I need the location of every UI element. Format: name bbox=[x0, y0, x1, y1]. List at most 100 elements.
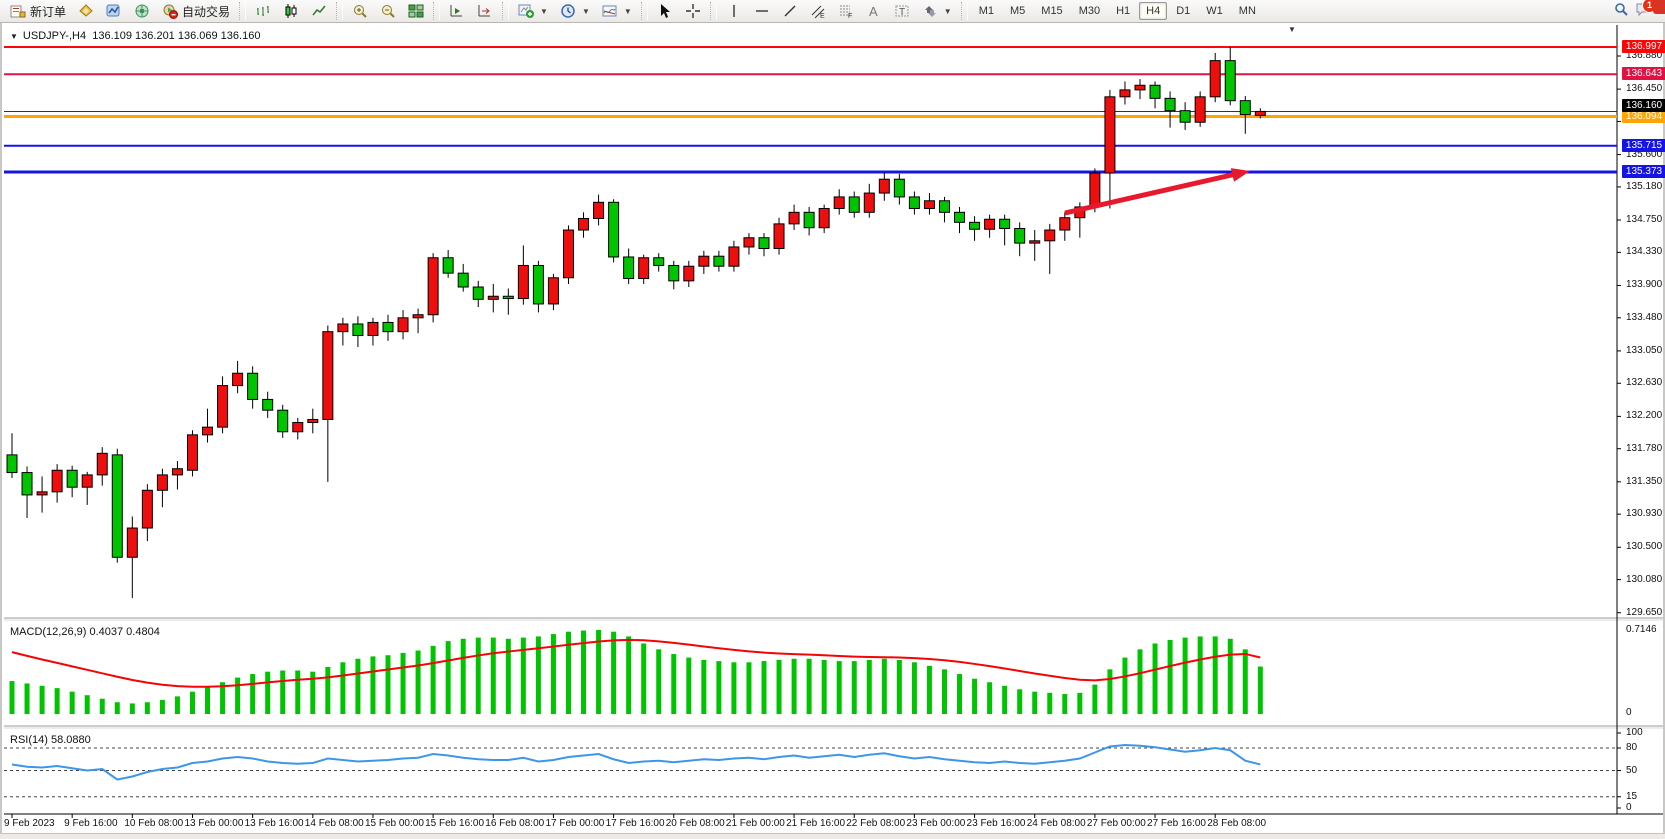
macd-histogram-bar bbox=[746, 662, 752, 714]
macd-histogram-bar bbox=[701, 659, 707, 714]
timeframe-button-d1[interactable]: D1 bbox=[1176, 5, 1191, 17]
zoom-out-button[interactable] bbox=[374, 0, 402, 22]
candle-body bbox=[984, 218, 996, 230]
rsi-tick-label: 0 bbox=[1626, 802, 1632, 813]
candle-body bbox=[848, 196, 860, 213]
text-label-button[interactable]: T bbox=[888, 0, 916, 22]
time-axis-label: 27 Feb 16:00 bbox=[1147, 818, 1206, 829]
annotation-arrow[interactable] bbox=[1064, 171, 1237, 216]
arrows-button[interactable]: ▼ bbox=[916, 0, 958, 22]
candle-body bbox=[818, 207, 830, 229]
macd-histogram-bar bbox=[205, 686, 211, 714]
window-close-button[interactable] bbox=[1653, 0, 1665, 14]
price-level-badge: 136.643 bbox=[1622, 67, 1665, 81]
auto-scroll-button[interactable] bbox=[443, 0, 471, 22]
zoom-in-button[interactable] bbox=[346, 0, 374, 22]
macd-histogram-bar bbox=[460, 638, 466, 714]
collapse-triangle-icon[interactable]: ▼ bbox=[10, 32, 18, 41]
timeframe-button-w1[interactable]: W1 bbox=[1206, 5, 1223, 17]
candle-body bbox=[232, 372, 244, 387]
candle-body bbox=[878, 178, 890, 194]
timeframe-button-h4[interactable]: H4 bbox=[1139, 2, 1168, 20]
timeframe-button-mn[interactable]: MN bbox=[1238, 5, 1256, 17]
candle-body bbox=[1179, 110, 1191, 123]
fibonacci-icon: F bbox=[838, 3, 854, 20]
timeframe-button-h1[interactable]: H1 bbox=[1116, 5, 1131, 17]
candle-body bbox=[728, 246, 740, 267]
trendline-button[interactable] bbox=[776, 0, 804, 22]
candle-body bbox=[608, 201, 620, 258]
timeframe-button-m5[interactable]: M5 bbox=[1010, 5, 1026, 17]
quotes-button[interactable] bbox=[72, 0, 100, 22]
bar-chart-button[interactable] bbox=[249, 0, 277, 22]
arrows-shapes-icon bbox=[922, 3, 938, 19]
chart-shift-marker-icon[interactable]: ▼ bbox=[1288, 25, 1296, 34]
periods-button[interactable]: ▼ bbox=[554, 0, 596, 22]
dropdown-arrow-icon: ▼ bbox=[540, 6, 548, 16]
notifications-icon[interactable]: 1 bbox=[1635, 0, 1657, 17]
rsi-tick-label: 80 bbox=[1626, 742, 1638, 753]
new-chart-button[interactable]: ▼ bbox=[512, 0, 554, 22]
candle-body bbox=[1029, 240, 1041, 244]
timeframe-button-m1[interactable]: M1 bbox=[978, 5, 994, 17]
new-order-label: 新订单 bbox=[30, 4, 67, 19]
candle-body bbox=[1044, 229, 1056, 242]
timeframe-button-m30[interactable]: M30 bbox=[1078, 5, 1101, 17]
autotrading-button[interactable]: 自动交易 bbox=[156, 0, 236, 23]
line-chart-button[interactable] bbox=[305, 0, 333, 22]
timeframe-button-m15[interactable]: M15 bbox=[1041, 5, 1063, 17]
price-tick-label: 130.500 bbox=[1626, 541, 1663, 553]
candle-body bbox=[938, 200, 950, 213]
price-tick-label: 130.930 bbox=[1626, 508, 1663, 520]
text-label-icon: T bbox=[894, 3, 910, 19]
candle-body bbox=[36, 491, 48, 496]
macd-histogram-bar bbox=[1257, 666, 1263, 714]
candlestick-chart-button[interactable] bbox=[277, 0, 305, 22]
macd-histogram-bar bbox=[581, 630, 587, 714]
time-axis-label: 28 Feb 08:00 bbox=[1207, 818, 1267, 829]
macd-histogram-bar bbox=[220, 682, 226, 714]
horizontal-line-button[interactable] bbox=[748, 0, 776, 22]
zoom-in-icon bbox=[352, 3, 368, 19]
navigator-button[interactable] bbox=[128, 0, 156, 22]
candle-body bbox=[472, 286, 484, 300]
new-order-button[interactable]: 新订单 bbox=[4, 0, 72, 23]
time-axis-label: 14 Feb 08:00 bbox=[304, 818, 364, 829]
candle-body bbox=[788, 211, 800, 225]
crosshair-button[interactable] bbox=[679, 0, 707, 22]
macd-histogram-bar bbox=[400, 652, 406, 714]
search-icon[interactable] bbox=[1613, 1, 1629, 17]
time-axis-label: 24 Feb 08:00 bbox=[1026, 818, 1086, 829]
svg-text:A: A bbox=[869, 4, 878, 19]
auto-scroll-icon bbox=[449, 3, 465, 19]
cursor-button[interactable] bbox=[651, 0, 679, 22]
macd-histogram-bar bbox=[475, 637, 481, 714]
toolbar-separator bbox=[640, 2, 648, 20]
fibonacci-button[interactable]: F bbox=[832, 0, 860, 22]
macd-histogram-bar bbox=[1137, 649, 1143, 714]
macd-histogram-bar bbox=[280, 670, 286, 714]
macd-histogram-bar bbox=[1077, 692, 1083, 714]
macd-histogram-bar bbox=[39, 685, 45, 714]
candle-body bbox=[908, 196, 920, 209]
time-axis-label: 22 Feb 08:00 bbox=[846, 818, 906, 829]
channel-button[interactable]: E bbox=[804, 0, 832, 22]
market-watch-icon bbox=[106, 3, 122, 19]
macd-histogram-bar bbox=[535, 636, 541, 714]
candle-body bbox=[698, 255, 710, 267]
dropdown-arrow-icon: ▼ bbox=[623, 6, 632, 16]
market-watch-button[interactable] bbox=[100, 0, 128, 22]
price-tick-label: 136.450 bbox=[1626, 83, 1663, 95]
vertical-line-button[interactable] bbox=[720, 0, 748, 22]
macd-histogram-bar bbox=[716, 661, 722, 714]
chart-canvas[interactable] bbox=[2, 23, 1663, 838]
macd-indicator-label: MACD(12,26,9) 0.4037 0.4804 bbox=[10, 626, 160, 638]
templates-button[interactable]: ▼ bbox=[596, 0, 638, 22]
chart-shift-button[interactable] bbox=[471, 0, 499, 22]
macd-histogram-bar bbox=[295, 670, 301, 714]
text-button[interactable]: A bbox=[860, 0, 888, 22]
tile-windows-button[interactable] bbox=[402, 0, 430, 22]
macd-histogram-bar bbox=[1242, 649, 1248, 714]
price-tick-label: 129.650 bbox=[1626, 606, 1663, 618]
chart-window[interactable]: ▼ USDJPY-,H4 136.109 136.201 136.069 136.… bbox=[0, 23, 1665, 838]
